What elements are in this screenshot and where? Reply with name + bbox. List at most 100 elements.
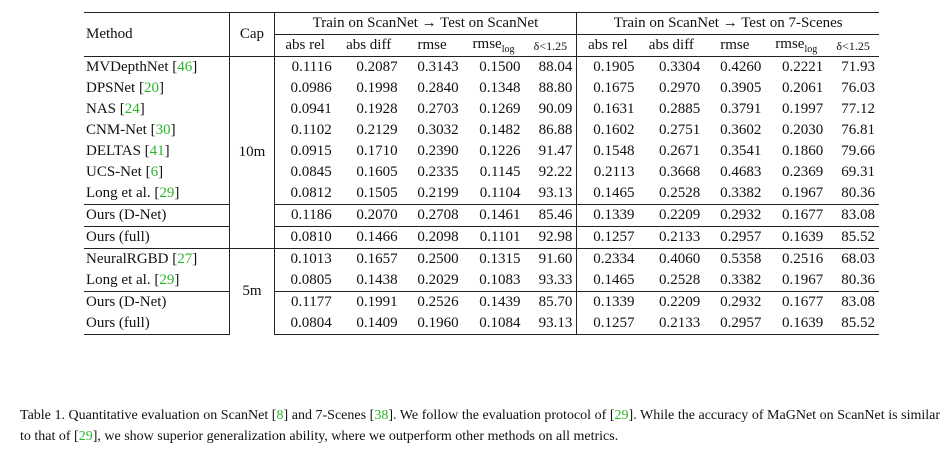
metric-value: 85.52 bbox=[827, 226, 879, 249]
group2-header: Train on ScanNet → Test on 7-Scenes bbox=[613, 15, 843, 31]
metric-value: 0.1605 bbox=[356, 164, 398, 180]
citation-link[interactable]: 29 bbox=[159, 272, 175, 288]
table-body: MVDepthNet [46] 10m 0.1116 0.2087 0.3143 0.15… bbox=[84, 56, 879, 335]
method-name: NeuralRGBD [27] bbox=[84, 248, 231, 270]
metric-value: 0.1602 bbox=[593, 122, 635, 138]
metric-value: 0.1101 bbox=[462, 226, 525, 249]
metric-value: 0.0941 bbox=[290, 101, 332, 117]
metric-value: 0.0915 bbox=[290, 143, 332, 159]
metric-value: 0.3668 bbox=[659, 164, 701, 180]
metric-value: 90.09 bbox=[524, 99, 578, 120]
table-row: CNM-Net [30] 0.1102 0.2129 0.3032 0.1482 86.8… bbox=[84, 120, 879, 141]
metric-value: 0.1675 bbox=[593, 80, 635, 96]
table-row: NAS [24] 0.0941 0.1928 0.2703 0.1269 90.09 0.1… bbox=[84, 99, 879, 120]
citation-link[interactable]: 6 bbox=[150, 164, 159, 180]
metric-value: 80.36 bbox=[841, 185, 875, 201]
metric-value: 0.2500 bbox=[401, 248, 463, 270]
method-name: CNM-Net [30] bbox=[84, 120, 231, 141]
metric-value: 85.46 bbox=[524, 204, 578, 227]
method-name: NAS [24] bbox=[84, 99, 231, 120]
metric-value: 86.88 bbox=[524, 120, 578, 141]
metric-value: 0.1860 bbox=[781, 143, 824, 159]
citation-link[interactable]: 29 bbox=[614, 408, 629, 423]
metric-value: 0.1083 bbox=[479, 272, 521, 288]
table-caption: Table 1. Quantitative evaluation on Scan… bbox=[20, 408, 941, 444]
metric-value: 93.13 bbox=[524, 313, 578, 335]
metric-value: 0.2133 bbox=[638, 226, 705, 249]
method-name: Ours (D-Net) bbox=[84, 291, 231, 313]
table-row: Ours (full) 0.0804 0.1409 0.1960 0.1084 93.13… bbox=[84, 313, 879, 335]
metric-value: 0.1339 bbox=[576, 291, 639, 313]
table-row: Ours (D-Net) 0.1177 0.1991 0.2526 0.1439 85.7… bbox=[84, 291, 879, 313]
metric-value: 0.1928 bbox=[356, 101, 398, 117]
metric-value: 0.2209 bbox=[638, 291, 705, 313]
metric-value: 79.66 bbox=[841, 143, 875, 159]
metric-value: 0.1677 bbox=[765, 204, 828, 227]
citation-link[interactable]: 46 bbox=[177, 59, 193, 75]
citation-link[interactable]: 38 bbox=[374, 408, 389, 423]
table-row: UCS-Net [6] 0.0845 0.1605 0.2335 0.1145 92.22… bbox=[84, 162, 879, 183]
metric-value: 0.2335 bbox=[417, 164, 459, 180]
metric-value: 0.1269 bbox=[479, 101, 521, 117]
metric-value: 0.2113 bbox=[593, 164, 635, 180]
metric-value: 88.04 bbox=[524, 56, 578, 78]
metric-value: 0.0812 bbox=[290, 185, 332, 201]
cap-header: Cap bbox=[229, 12, 275, 57]
metric-value: 0.0810 bbox=[274, 226, 336, 249]
table-row: DELTAS [41] 0.0915 0.1710 0.2390 0.1226 91.47… bbox=[84, 141, 879, 162]
metric-value: 0.1905 bbox=[576, 56, 639, 78]
metric-value: 0.1257 bbox=[576, 226, 639, 249]
metric-value: 0.2957 bbox=[704, 313, 766, 335]
metric-rmse-log: rmselog bbox=[765, 34, 828, 57]
citation-link[interactable]: 29 bbox=[78, 429, 93, 444]
metric-value: 0.3602 bbox=[720, 122, 762, 138]
metric-abs-diff: abs diff bbox=[638, 34, 705, 57]
metric-value: 93.33 bbox=[524, 270, 578, 292]
metric-value: 0.0986 bbox=[290, 80, 332, 96]
metric-value: 92.98 bbox=[524, 226, 578, 249]
method-header: Method bbox=[84, 12, 231, 57]
metric-value: 91.47 bbox=[524, 141, 578, 162]
metric-value: 0.1461 bbox=[462, 204, 525, 227]
citation-link[interactable]: 24 bbox=[124, 101, 140, 117]
table-row: NeuralRGBD [27] 5m 0.1013 0.1657 0.2500 0.131… bbox=[84, 248, 879, 335]
metric-value: 0.1482 bbox=[479, 122, 521, 138]
metric-value: 0.2133 bbox=[638, 313, 705, 335]
metric-value: 0.3143 bbox=[401, 56, 463, 78]
metric-value: 0.2221 bbox=[765, 56, 828, 78]
metric-value: 0.1960 bbox=[401, 313, 463, 335]
method-name: Long et al. [29] bbox=[84, 183, 231, 205]
metric-rmse: rmse bbox=[401, 34, 463, 57]
metric-value: 0.3541 bbox=[720, 143, 762, 159]
metric-value: 0.1548 bbox=[593, 143, 635, 159]
citation-link[interactable]: 8 bbox=[276, 408, 284, 423]
citation-link[interactable]: 41 bbox=[149, 143, 165, 159]
citation-link[interactable]: 27 bbox=[177, 251, 193, 267]
metric-value: 0.1465 bbox=[593, 185, 635, 201]
metric-value: 80.36 bbox=[841, 272, 875, 288]
table-row: Long et al. [29] 0.0805 0.1438 0.2029 0.1083… bbox=[84, 270, 879, 292]
metric-value: 76.81 bbox=[841, 122, 875, 138]
metric-value: 0.1631 bbox=[593, 101, 635, 117]
table-row: Ours (full) 0.0810 0.1466 0.2098 0.1101 92.98… bbox=[84, 226, 879, 249]
metric-value: 0.1315 bbox=[462, 248, 525, 270]
citation-link[interactable]: 20 bbox=[143, 80, 159, 96]
metric-value: 0.3382 bbox=[720, 272, 762, 288]
metric-value: 0.5358 bbox=[704, 248, 766, 270]
table-row: DPSNet [20] 0.0986 0.1998 0.2840 0.1348 88.80… bbox=[84, 78, 879, 99]
header-row-1: Method Cap Train on ScanNet → Test on Sc… bbox=[84, 12, 879, 57]
metric-value: 0.1967 bbox=[781, 272, 824, 288]
metric-value: 0.1116 bbox=[274, 56, 336, 78]
metric-value: 0.3304 bbox=[638, 56, 705, 78]
metric-value: 0.2528 bbox=[659, 272, 701, 288]
metric-value: 0.1710 bbox=[356, 143, 398, 159]
metric-value: 0.1177 bbox=[274, 291, 336, 313]
metric-value: 0.1084 bbox=[462, 313, 525, 335]
citation-link[interactable]: 30 bbox=[155, 122, 171, 138]
citation-link[interactable]: 29 bbox=[159, 185, 175, 201]
cap-value: 5m bbox=[229, 248, 275, 335]
metric-value: 0.1967 bbox=[781, 185, 824, 201]
method-name: Ours (full) bbox=[84, 226, 231, 249]
metric-value: 0.1466 bbox=[335, 226, 402, 249]
metric-value: 0.2199 bbox=[417, 185, 459, 201]
